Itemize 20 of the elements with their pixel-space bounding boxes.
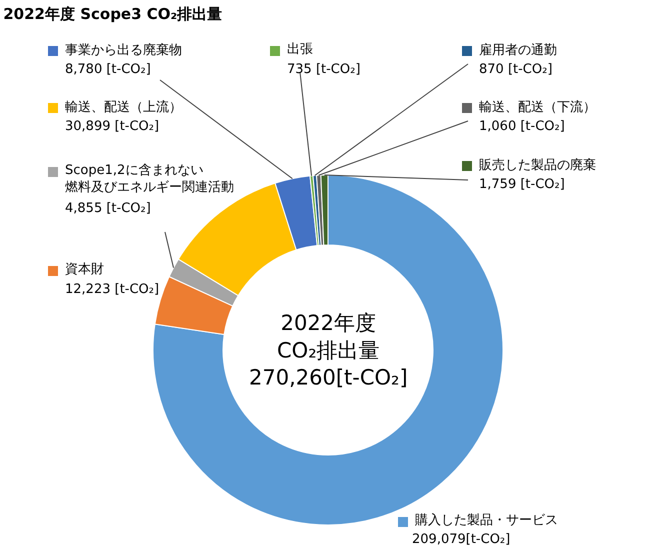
data-label: 30,899 [t-CO₂] xyxy=(65,119,160,134)
data-label: 735 [t-CO₂] xyxy=(287,62,360,77)
data-label: 209,079[t-CO₂] xyxy=(412,532,510,547)
data-label: 870 [t-CO₂] xyxy=(479,62,552,77)
legend-label: 販売した製品の廃棄 xyxy=(479,157,596,173)
legend-label: 資本財 xyxy=(65,262,104,277)
legend-label: 出張 xyxy=(287,42,313,57)
data-label: 4,855 [t-CO₂] xyxy=(65,201,151,216)
text: 2022年度 CO₂排出量 270,260[t-CO₂] xyxy=(249,311,408,390)
legend-label: 輸送、配送（上流） xyxy=(65,99,182,115)
data-label: 1,759 [t-CO₂] xyxy=(479,177,565,192)
legend-label: 輸送、配送（下流） xyxy=(479,99,596,115)
legend-label: 事業から出る廃棄物 xyxy=(65,42,182,58)
data-label: 12,223 [t-CO₂] xyxy=(65,282,160,297)
chart-title: 2022年度 Scope3 CO₂排出量 xyxy=(3,4,222,23)
legend-label: 雇用者の通勤 xyxy=(479,42,557,58)
legend-label: Scope1,2に含まれない燃料及びエネルギー関連活動 xyxy=(65,163,234,195)
data-label: 1,060 [t-CO₂] xyxy=(479,119,565,134)
legend-label: 購入した製品・サービス xyxy=(415,513,558,528)
data-label: 8,780 [t-CO₂] xyxy=(65,62,151,77)
